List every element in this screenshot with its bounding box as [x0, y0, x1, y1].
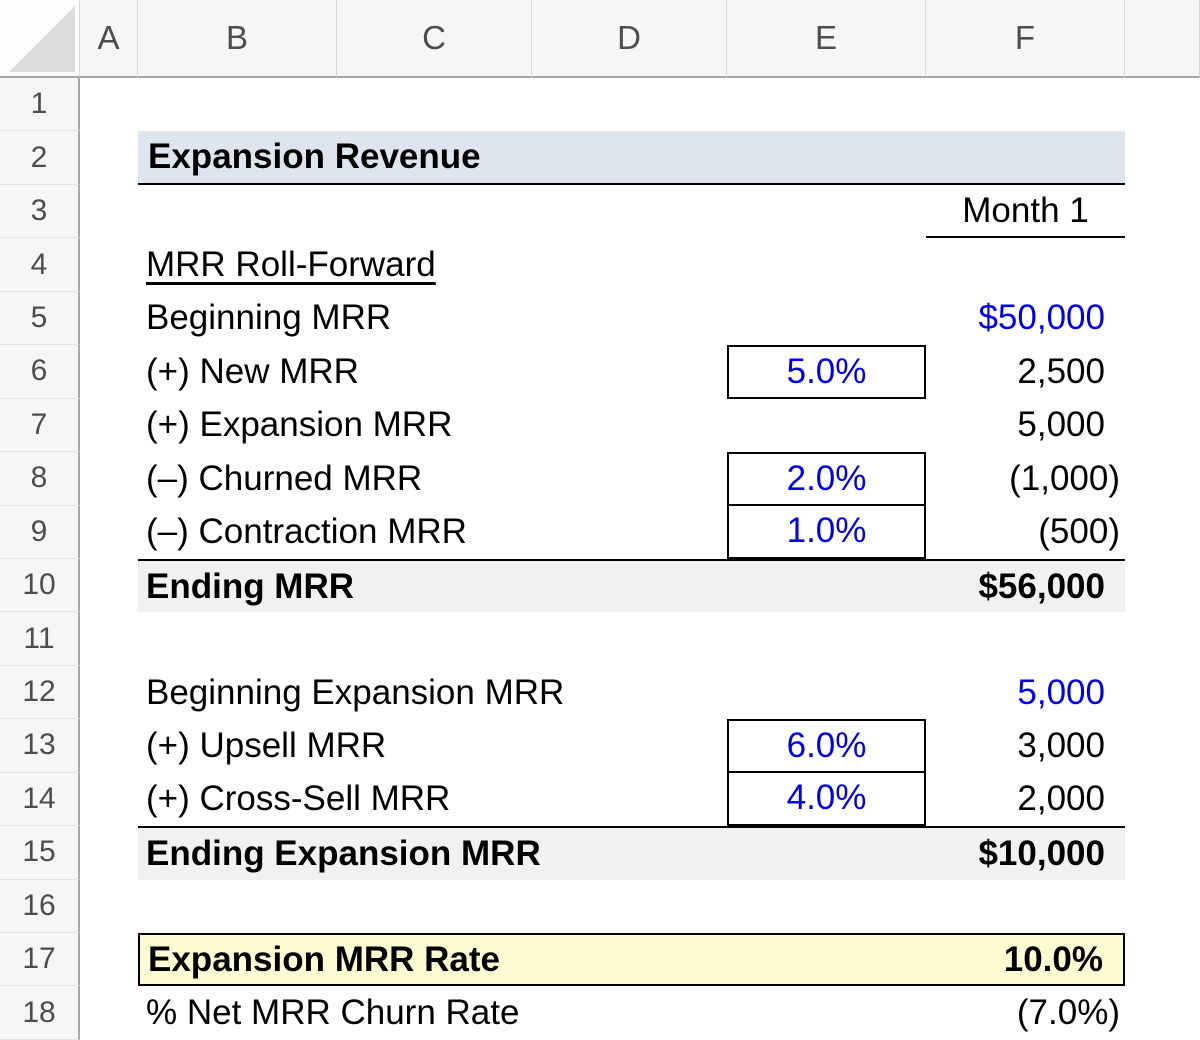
row-header-17[interactable]: 17	[0, 933, 80, 987]
column-header-f[interactable]: F	[926, 0, 1125, 78]
row-header-7[interactable]: 7	[0, 398, 80, 453]
row-label-cell[interactable]: Beginning MRR	[146, 298, 392, 338]
value-cell[interactable]: 2,000	[1017, 779, 1105, 819]
total-label-cell[interactable]: Ending MRR	[146, 566, 355, 606]
column-header-d[interactable]: D	[532, 0, 727, 78]
row-header-18[interactable]: 18	[0, 986, 80, 1040]
value-cell[interactable]: 2,500	[1017, 351, 1105, 391]
row-label-cell[interactable]: (+) Cross-Sell MRR	[146, 779, 451, 819]
row-header-1[interactable]: 1	[0, 78, 80, 132]
month-header-cell[interactable]: Month 1	[926, 185, 1125, 239]
row-header-8[interactable]: 8	[0, 452, 80, 506]
total-band: Ending MRR $56,000	[138, 558, 1125, 613]
value-cell[interactable]: 3,000	[1017, 725, 1105, 765]
row-header-10[interactable]: 10	[0, 558, 80, 613]
highlight-label-cell[interactable]: Expansion MRR Rate	[148, 939, 500, 979]
total-value-cell[interactable]: $56,000	[978, 566, 1105, 606]
value-cell[interactable]: (500)	[1038, 512, 1120, 552]
column-header-a[interactable]: A	[80, 0, 138, 78]
column-header-e[interactable]: E	[727, 0, 926, 78]
row-label-cell[interactable]: (–) Churned MRR	[146, 458, 423, 498]
row-label-cell[interactable]: Beginning Expansion MRR	[146, 672, 565, 712]
value-cell[interactable]: $50,000	[978, 298, 1105, 338]
title-banner-cell[interactable]: Expansion Revenue	[138, 131, 1125, 185]
assumption-input-cell[interactable]: 5.0%	[727, 345, 926, 399]
column-header-b[interactable]: B	[138, 0, 337, 78]
highlight-band: Expansion MRR Rate 10.0%	[138, 933, 1125, 987]
assumption-input-cell[interactable]: 6.0%	[727, 719, 926, 773]
column-header-c[interactable]: C	[337, 0, 532, 78]
assumption-input-cell[interactable]: 1.0%	[727, 505, 926, 559]
row-header-13[interactable]: 13	[0, 719, 80, 773]
value-cell[interactable]: (7.0%)	[1016, 993, 1120, 1033]
value-cell[interactable]: 5,000	[1017, 405, 1105, 445]
row-header-4[interactable]: 4	[0, 238, 80, 292]
row-label-cell[interactable]: % Net MRR Churn Rate	[146, 993, 520, 1033]
select-all-corner[interactable]	[0, 0, 80, 78]
total-label-cell[interactable]: Ending Expansion MRR	[146, 833, 541, 873]
section-heading-cell[interactable]: MRR Roll-Forward	[146, 245, 436, 285]
row-label-cell[interactable]: (+) New MRR	[146, 351, 359, 391]
total-band: Ending Expansion MRR $10,000	[138, 826, 1125, 880]
select-all-icon	[9, 6, 75, 72]
row-header-3[interactable]: 3	[0, 184, 80, 239]
row-header-2[interactable]: 2	[0, 131, 80, 185]
row-header-16[interactable]: 16	[0, 879, 80, 933]
value-cell[interactable]: 5,000	[1017, 672, 1105, 712]
column-header-partial[interactable]	[1125, 0, 1200, 78]
row-header-5[interactable]: 5	[0, 291, 80, 346]
row-header-15[interactable]: 15	[0, 826, 80, 880]
row-label-cell[interactable]: (–) Contraction MRR	[146, 512, 467, 552]
row-header-12[interactable]: 12	[0, 665, 80, 720]
row-header-9[interactable]: 9	[0, 505, 80, 559]
highlight-value-cell[interactable]: 10.0%	[1003, 939, 1103, 979]
row-label-cell[interactable]: (+) Upsell MRR	[146, 725, 387, 765]
value-cell[interactable]: (1,000)	[1009, 458, 1120, 498]
assumption-input-cell[interactable]: 2.0%	[727, 452, 926, 506]
row-header-6[interactable]: 6	[0, 345, 80, 399]
row-header-14[interactable]: 14	[0, 772, 80, 827]
assumption-input-cell[interactable]: 4.0%	[727, 772, 926, 827]
row-header-11[interactable]: 11	[0, 612, 80, 666]
total-value-cell[interactable]: $10,000	[978, 833, 1105, 873]
row-label-cell[interactable]: (+) Expansion MRR	[146, 405, 453, 445]
